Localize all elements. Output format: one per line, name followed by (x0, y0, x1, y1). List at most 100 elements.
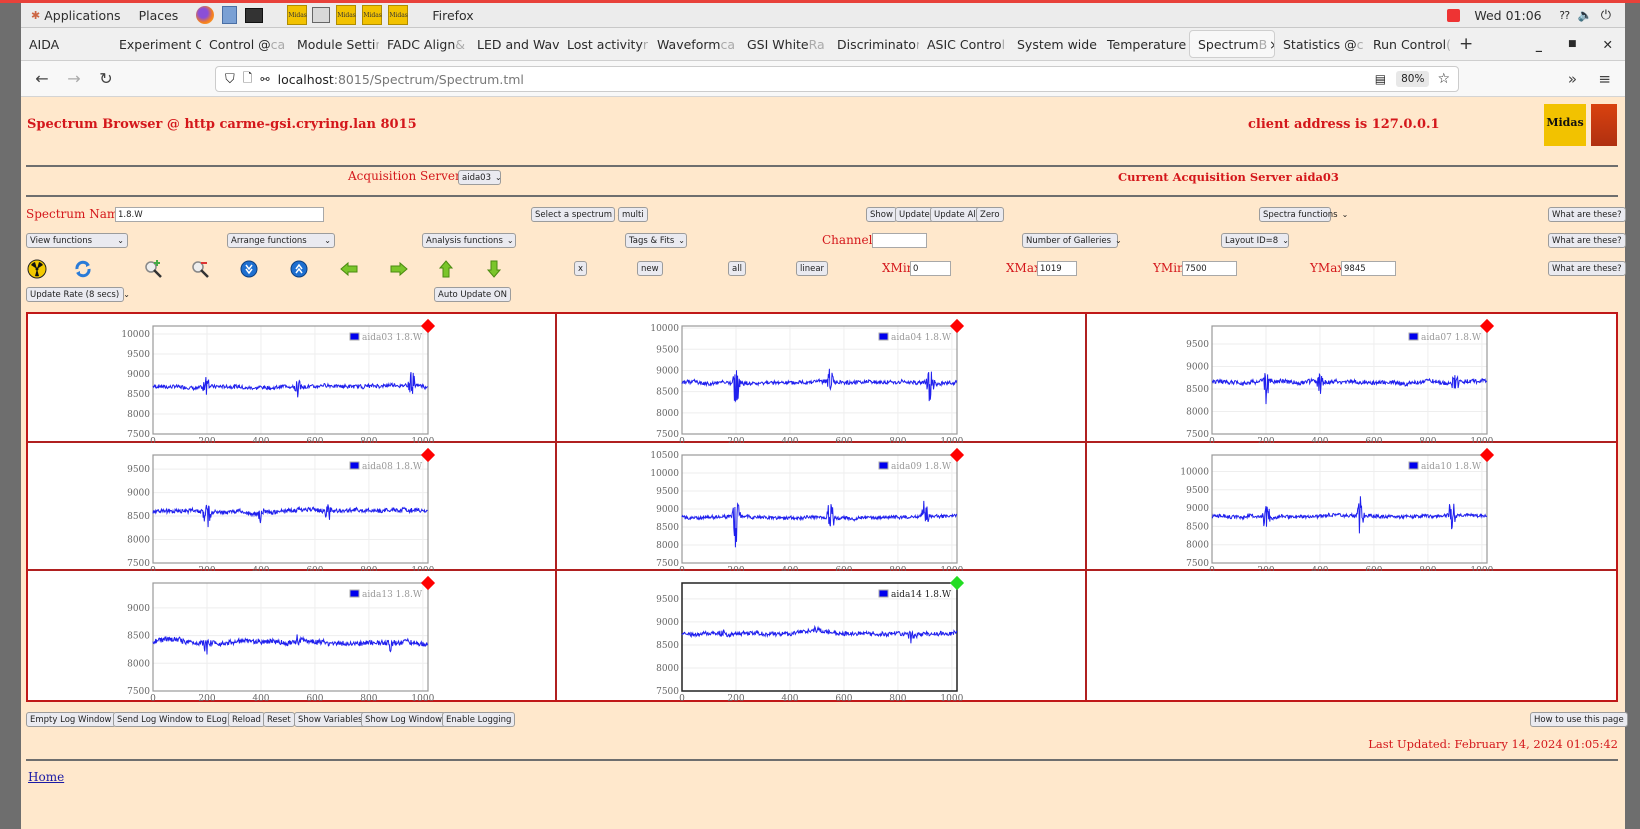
tab-statistics[interactable]: Statistics @ c (1283, 36, 1364, 52)
spectrum-plot-aida07[interactable]: 0 200 400 600 800 1000 7500 8000 8500 9000 9500 aid… (1087, 314, 1617, 444)
update-button[interactable]: Update (895, 207, 934, 222)
arrow-up-icon[interactable] (436, 259, 456, 279)
layout-id-dropdown[interactable]: Layout ID=8 ⌄ (1221, 233, 1289, 248)
auto-update-button[interactable]: Auto Update ON (434, 287, 511, 302)
ymax-input[interactable]: 9845 (1341, 261, 1396, 276)
spectrum-cell[interactable]: 0 200 400 600 800 1000 7500 8000 8500 9000 9500 aid… (557, 571, 1087, 701)
analysis-functions-dropdown[interactable]: Analysis functions ⌄ (422, 233, 516, 248)
arrow-down-icon[interactable] (484, 259, 504, 279)
ymin-input[interactable]: 7500 (1182, 261, 1237, 276)
empty-log-window-button[interactable]: Empty Log Window (26, 712, 116, 727)
show-log-window-button[interactable]: Show Log Window (361, 712, 447, 727)
url-text[interactable]: localhost:8015/Spectrum/Spectrum.tml (277, 71, 524, 87)
spectrum-plot-aida13[interactable]: 0 200 400 600 800 1000 7500 8000 8500 9000 aida13 … (28, 571, 558, 701)
what-are-these-button[interactable]: What are these? (1548, 207, 1626, 222)
spectrum-cell[interactable]: 0 200 400 600 800 1000 7500 8000 8500 9000 9500 aid… (1086, 314, 1617, 444)
xmax-input[interactable]: 1019 (1037, 261, 1077, 276)
refresh-icon[interactable] (73, 259, 93, 279)
spectra-functions-dropdown[interactable]: Spectra functions ⌄ (1259, 207, 1348, 222)
spectrum-cell[interactable]: 0 200 400 600 800 1000 7500 8000 8500 9000 9500 aid… (28, 442, 558, 573)
volume-icon[interactable]: 🔈 (1577, 8, 1593, 22)
maximize-window-icon[interactable]: ■ (1568, 39, 1577, 49)
tab-spectrum-browser[interactable]: Spectrum B× (1189, 30, 1275, 58)
home-link[interactable]: Home (28, 770, 65, 784)
back-icon[interactable]: ← (35, 69, 49, 88)
show-variables-button[interactable]: Show Variables (294, 712, 367, 727)
spectrum-plot-aida08[interactable]: 0 200 400 600 800 1000 7500 8000 8500 9000 9500 aid… (28, 443, 558, 573)
reload-button[interactable]: Reload (228, 712, 265, 727)
terminal-icon[interactable] (245, 7, 264, 23)
spectrum-cell[interactable]: 0 200 400 600 800 1000 7500 8000 8500 9000 9500 100… (28, 314, 558, 444)
network-icon[interactable]: ⁇ (1559, 8, 1570, 22)
applications-menu[interactable]: ✱ Applications (31, 7, 121, 23)
arrow-right-icon[interactable] (389, 259, 409, 279)
new-button[interactable]: new (637, 261, 663, 276)
number-of-galleries-dropdown[interactable]: Number of Galleries ⌄ (1022, 233, 1122, 248)
spectrum-plot-aida03[interactable]: 0 200 400 600 800 1000 7500 8000 8500 9000 9500 100… (28, 314, 558, 444)
midas-launcher-icon[interactable]: Midas (336, 5, 357, 25)
tab-waveform-capture[interactable]: Waveform ca (657, 36, 735, 52)
send-log-to-elog-button[interactable]: Send Log Window to ELog (113, 712, 231, 727)
spectrum-cell[interactable]: 0 200 400 600 800 1000 7500 8000 8500 9000 9500 100… (557, 314, 1087, 444)
tab-gsi-white-rabbit[interactable]: GSI White Ra (747, 36, 825, 52)
zoom-out-icon[interactable] (190, 259, 210, 279)
notification-icon[interactable] (1447, 8, 1461, 22)
radiation-reset-icon[interactable] (27, 259, 47, 279)
hamburger-menu-icon[interactable]: ≡ (1598, 69, 1611, 88)
close-window-icon[interactable]: ✕ (1602, 36, 1613, 52)
midas-launcher-icon[interactable]: Midas (362, 5, 383, 25)
zoom-level-badge[interactable]: 80% (1396, 71, 1430, 87)
x-button[interactable]: x (574, 261, 588, 276)
xmin-input[interactable]: 0 (910, 261, 951, 276)
tags-fits-dropdown[interactable]: Tags & Fits ⌄ (625, 233, 687, 248)
tab-run-control[interactable]: Run Control ( (1373, 36, 1452, 52)
shield-icon[interactable]: ⛉ (225, 71, 235, 87)
what-are-these-button[interactable]: What are these? (1548, 233, 1626, 248)
tab-aida[interactable]: AIDA (29, 36, 60, 52)
midas-launcher-icon[interactable]: Midas (287, 5, 308, 25)
reader-view-icon[interactable]: ▤ (1374, 72, 1387, 86)
arrange-functions-dropdown[interactable]: Arrange functions ⌄ (227, 233, 335, 248)
all-button[interactable]: all (728, 261, 746, 276)
new-tab-icon[interactable]: + (1459, 34, 1474, 54)
reload-icon[interactable]: ↻ (99, 69, 113, 88)
minimize-window-icon[interactable]: _ (1535, 36, 1542, 52)
spectrum-plot-aida14[interactable]: 0 200 400 600 800 1000 7500 8000 8500 9000 9500 aid… (557, 571, 1087, 701)
spectrum-name-input[interactable]: 1.8.W (115, 207, 324, 222)
multi-button[interactable]: multi (618, 207, 648, 222)
file-cabinet-icon[interactable] (222, 6, 238, 24)
places-menu[interactable]: Places (138, 7, 179, 23)
acquisition-server-select[interactable]: aida03 ⌄ (458, 170, 502, 185)
reset-button[interactable]: Reset (263, 712, 295, 727)
spectrum-cell[interactable]: 0 200 400 600 800 1000 7500 8000 8500 9000 9500 100… (557, 442, 1087, 573)
show-button[interactable]: Show (866, 207, 897, 222)
tab-lost-activity[interactable]: Lost activity r (567, 36, 648, 52)
select-spectrum-dropdown[interactable]: Select a spectrum⌄ (531, 207, 623, 222)
update-rate-dropdown[interactable]: Update Rate (8 secs) ⌄ (26, 287, 130, 302)
spectrum-plot-aida04[interactable]: 0 200 400 600 800 1000 7500 8000 8500 9000 9500 100… (557, 314, 1087, 444)
expand-down-icon[interactable] (239, 259, 259, 279)
spectrum-cell[interactable]: 0 200 400 600 800 1000 7500 8000 8500 9000 9500 100… (1086, 442, 1617, 573)
arrow-left-icon[interactable] (339, 259, 359, 279)
tab-led-and-waveform[interactable]: LED and Wave (477, 36, 559, 52)
midas-launcher-icon[interactable]: Midas (388, 5, 409, 25)
url-bar[interactable]: ⛉ 🗋 ⚯ localhost:8015/Spectrum/Spectrum.t… (215, 66, 1459, 92)
how-to-use-button[interactable]: How to use this page (1530, 712, 1628, 727)
spectrum-plot-aida10[interactable]: 0 200 400 600 800 1000 7500 8000 8500 9000 9500 100… (1087, 443, 1617, 573)
tab-asic-control[interactable]: ASIC Contro l (927, 36, 1006, 52)
forward-icon[interactable]: → (67, 69, 81, 88)
tab-experiment-control[interactable]: Experiment Co (119, 36, 201, 52)
bookmark-star-icon[interactable]: ☆ (1437, 71, 1450, 87)
view-functions-dropdown[interactable]: View functions ⌄ (26, 233, 128, 248)
spectrum-cell[interactable]: 0 200 400 600 800 1000 7500 8000 8500 9000 aida13 … (28, 571, 558, 701)
tab-system-wide[interactable]: System wide (1017, 36, 1097, 52)
zero-button[interactable]: Zero (976, 207, 1004, 222)
what-are-these-button[interactable]: What are these? (1548, 261, 1626, 276)
tab-module-settings[interactable]: Module Settin (297, 36, 379, 52)
firefox-launcher-icon[interactable] (196, 6, 215, 24)
overflow-menu-icon[interactable]: » (1567, 69, 1577, 88)
zoom-in-icon[interactable] (143, 259, 163, 279)
expand-up-icon[interactable] (289, 259, 309, 279)
linear-button[interactable]: linear (796, 261, 829, 276)
tab-discriminator[interactable]: Discriminato r (837, 36, 919, 52)
